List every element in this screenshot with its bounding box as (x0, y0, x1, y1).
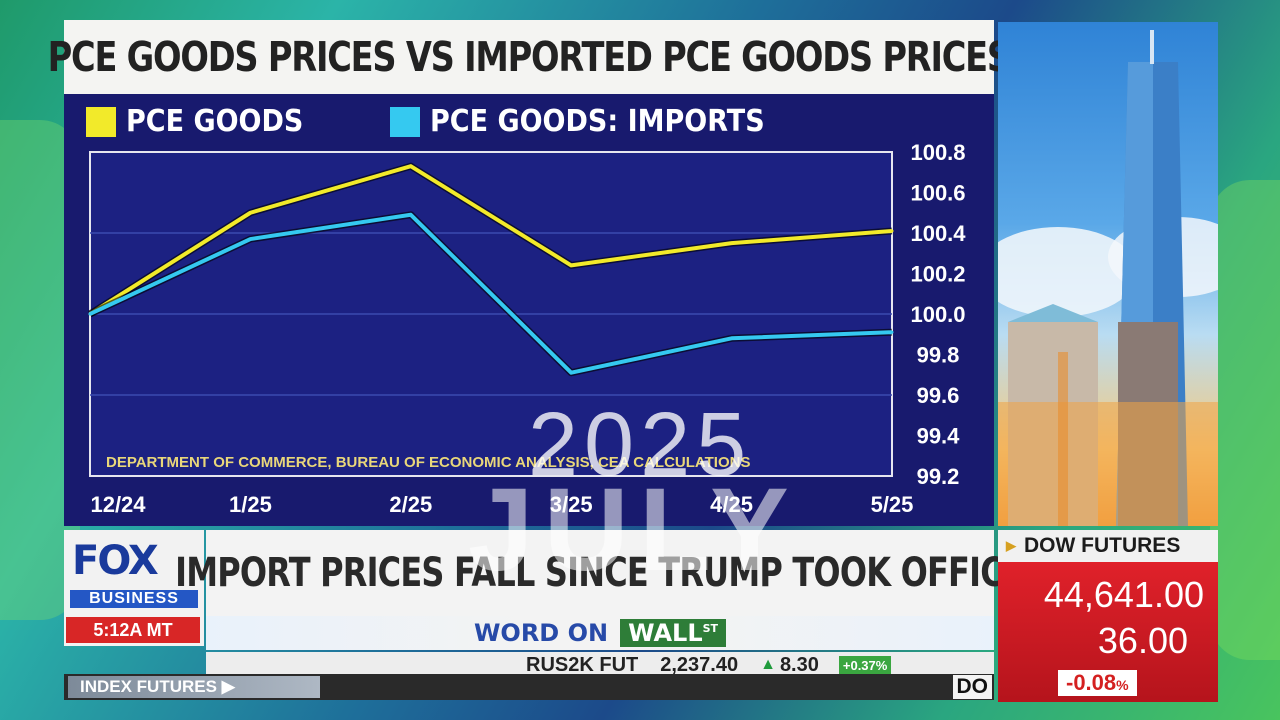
chart-title: PCE GOODS PRICES VS IMPORTED PCE GOODS P… (47, 33, 1012, 81)
ticker-change: 8.30 (779, 653, 819, 676)
skyline-illustration (998, 30, 1218, 526)
y-tick-label: 99.6 (917, 383, 960, 408)
x-tick-label: 12/24 (90, 492, 146, 517)
overlay-year: 2025 (528, 395, 753, 495)
business-wordmark: BUSINESS (70, 590, 198, 608)
legend-label: PCE GOODS (126, 104, 304, 139)
overlay-month: JULY (468, 464, 799, 596)
legend-swatch-yellow (86, 106, 116, 137)
dow-percent-sign: % (1116, 677, 1129, 693)
data-point (569, 371, 573, 375)
y-tick-label: 100.4 (910, 221, 966, 246)
play-arrow-icon: ▶ (221, 677, 235, 696)
data-point (730, 241, 734, 245)
data-point (88, 312, 92, 316)
skyline-photo (998, 22, 1218, 526)
show-wall-sup: ST (702, 622, 719, 635)
show-title-word: WORD ON (473, 619, 609, 647)
data-point (890, 229, 894, 233)
ticker-next-label: DO (952, 675, 992, 699)
legend-item-pce-imports: PCE GOODS: IMPORTS (390, 104, 802, 139)
data-point (248, 211, 252, 215)
data-point (409, 164, 413, 168)
data-point (248, 237, 252, 241)
index-futures-bar: INDEX FUTURES ▶ DO (64, 674, 994, 700)
dow-change: 36.00 (1097, 620, 1188, 661)
play-arrow-icon: ▶ (1006, 538, 1016, 553)
index-futures-label: INDEX FUTURES ▶ (68, 676, 320, 698)
y-tick-label: 100.8 (910, 140, 965, 165)
ticker-percent: +0.37% (838, 655, 892, 675)
data-point (890, 330, 894, 334)
show-wall-text: WALL (628, 619, 703, 647)
line-chart: 100.8 100.6 100.4 100.2 100.0 99.8 99.6 99.4 99.… (88, 140, 966, 517)
x-tick-label: 2/25 (389, 492, 432, 517)
legend-item-pce-goods: PCE GOODS (86, 104, 323, 139)
y-tick-label: 99.4 (917, 424, 961, 449)
dow-futures-header: ▶ DOW FUTURES (998, 530, 1218, 562)
y-tick-label: 100.6 (910, 181, 965, 206)
x-tick-label: 4/25 (710, 492, 753, 517)
y-tick-label: 99.2 (917, 464, 960, 489)
dow-futures-label: DOW FUTURES (1024, 534, 1181, 557)
broadcast-clock: 5:12A MT (66, 617, 200, 643)
headline-text: IMPORT PRICES FALL SINCE TRUMP TOOK OFFI… (175, 550, 1026, 596)
series-line-pce-goods (88, 164, 893, 316)
show-title-bar: WORD ON WALLST (206, 616, 994, 650)
background-shape (1210, 180, 1280, 660)
market-ticker: RUS2K FUT 2,237.40 ▲ 8.30 +0.37% (206, 652, 994, 678)
data-point (569, 263, 573, 267)
up-arrow-icon: ▲ (760, 656, 776, 673)
dow-value: 44,641.00 (1043, 574, 1204, 615)
headline-bar: IMPORT PRICES FALL SINCE TRUMP TOOK OFFI… (176, 530, 1025, 616)
ticker-value: 2,237.40 (660, 653, 739, 676)
chart-source: DEPARTMENT OF COMMERCE, BUREAU OF ECONOM… (106, 454, 751, 471)
y-tick-label: 100.2 (910, 262, 965, 287)
fox-wordmark: FOX (72, 538, 159, 584)
chart-title-bar: PCE GOODS PRICES VS IMPORTED PCE GOODS P… (48, 20, 1011, 94)
data-point (409, 213, 413, 217)
data-point (730, 336, 734, 340)
legend-label: PCE GOODS: IMPORTS (430, 104, 765, 139)
x-tick-label: 5/25 (871, 492, 914, 517)
y-tick-label: 100.0 (910, 302, 965, 327)
x-tick-label: 1/25 (229, 492, 272, 517)
ticker-symbol: RUS2K FUT (526, 653, 639, 676)
series-line-pce-imports (89, 212, 893, 375)
dow-percent: -0.08% (1058, 670, 1137, 696)
y-tick-label: 99.8 (917, 343, 960, 368)
dow-futures-box: 44,641.00 36.00 -0.08% (998, 562, 1218, 702)
chart-panel: PCE GOODS PCE GOODS: IMPORTS 100.8 100.6 1… (64, 94, 994, 526)
index-futures-text: INDEX FUTURES (80, 677, 217, 696)
legend-swatch-cyan (390, 106, 420, 137)
x-tick-label: 3/25 (550, 492, 593, 517)
show-title-wall: WALLST (620, 619, 727, 647)
dow-percent-value: -0.08 (1066, 670, 1117, 695)
